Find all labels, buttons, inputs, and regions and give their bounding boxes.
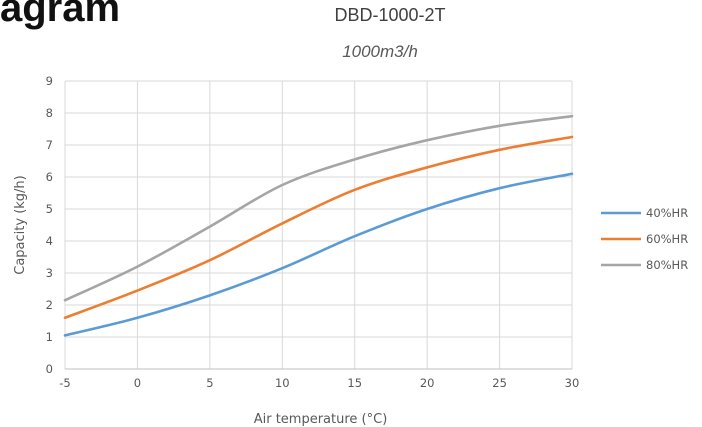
series-line-2 [63,135,574,320]
legend-label-2: 60%HR [646,232,688,246]
x-tick-label: 15 [347,376,362,390]
x-tick-label: 30 [565,376,580,390]
y-tick-label: 8 [46,106,53,120]
x-tick-label: 0 [134,376,141,390]
x-tick-label: 20 [420,376,435,390]
x-tick-label: -5 [59,376,70,390]
series-line-3 [63,114,574,302]
y-tick-label: 9 [46,74,53,88]
y-tick-label: 4 [46,234,53,248]
series-lines [63,114,574,337]
legend-label-1: 40%HR [646,206,688,220]
y-tick-label: 7 [46,138,53,152]
y-tick-label: 2 [46,298,53,312]
x-tick-label: 25 [492,376,507,390]
header-partial-text: agram [0,0,121,30]
y-tick-label: 6 [46,170,53,184]
x-axis-label: Air temperature (°C) [254,412,388,427]
chart-title: DBD-1000-2T [334,5,446,25]
series-line-1 [63,172,574,337]
y-tick-label: 0 [46,362,53,376]
grid [64,80,573,370]
chart-subtitle: 1000m3/h [342,42,418,61]
y-tick-label: 1 [46,330,53,344]
legend-label-3: 80%HR [646,258,688,272]
x-tick-label: 10 [275,376,290,390]
legend: 40%HR 60%HR 80%HR [601,206,688,272]
axes: 0 1 2 3 4 5 6 7 8 9 -5 0 5 10 15 20 25 30 [46,74,580,390]
y-tick-label: 3 [46,266,53,280]
x-tick-label: 5 [206,376,213,390]
y-axis-label: Capacity (kg/h) [13,175,28,275]
y-tick-label: 5 [46,202,53,216]
